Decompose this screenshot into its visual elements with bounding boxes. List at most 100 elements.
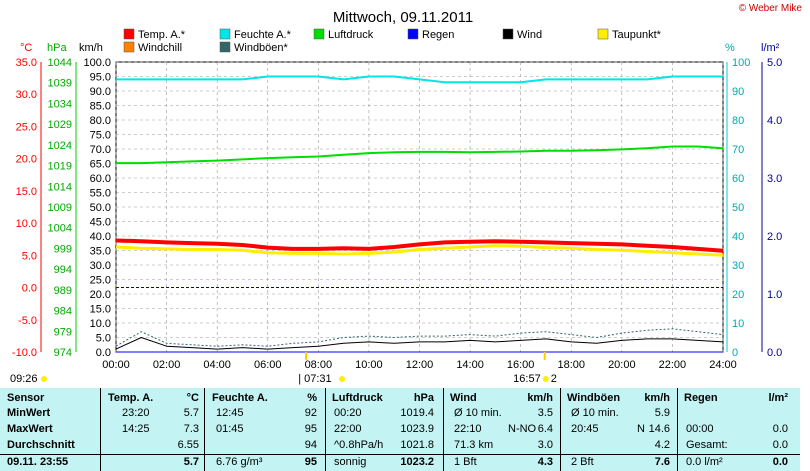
summary-header: Wind bbox=[450, 392, 477, 404]
legend-label: Feuchte A.* bbox=[234, 29, 292, 41]
summary-pressure-value: 1021.8 bbox=[400, 439, 434, 451]
pressure-tick-label: 1004 bbox=[48, 223, 72, 235]
legend-label: Windböen* bbox=[234, 42, 289, 54]
summary-gust-desc: Ø 10 min. bbox=[571, 407, 619, 419]
pressure-tick-label: 989 bbox=[54, 285, 72, 297]
summary-row-label: MaxWert bbox=[7, 423, 53, 435]
summary-wind-value: 3.0 bbox=[537, 439, 553, 451]
axis-units: °C hPa km/h% l/m² bbox=[20, 42, 780, 54]
summary-pressure-time: 00:20 bbox=[334, 407, 362, 419]
humidity-tick-label: 20 bbox=[732, 289, 744, 301]
humidity-tick-label: 40 bbox=[732, 231, 744, 243]
humidity-tick-label: 10 bbox=[732, 318, 744, 330]
summary-header: °C bbox=[186, 392, 199, 404]
summary-temp-value: 5.7 bbox=[183, 407, 199, 419]
copyright-text: © Weber Mike bbox=[738, 3, 802, 14]
summary-rain-value: 0.0 bbox=[772, 423, 788, 435]
wind-tick-label: 20.0 bbox=[90, 289, 111, 301]
temp-tick-label: 30.0 bbox=[16, 89, 37, 101]
summary-header: Regen bbox=[684, 392, 718, 404]
wind-tick-label: 5.0 bbox=[96, 333, 111, 345]
rain-tick-label: 0.0 bbox=[767, 347, 782, 359]
time-tick-label: 24:00 bbox=[709, 359, 737, 371]
temp-tick-label: 0.0 bbox=[22, 283, 37, 295]
legend-swatch bbox=[123, 28, 135, 40]
temp-tick-label: 5.0 bbox=[22, 250, 37, 262]
wind-tick-label: 60.0 bbox=[90, 173, 111, 185]
rain-tick-label: 1.0 bbox=[767, 289, 782, 301]
sun-markers: 09:26 | 07:31 16:57 2 bbox=[10, 352, 557, 385]
pressure-tick-label: 979 bbox=[54, 326, 72, 338]
humidity-tick-label: 30 bbox=[732, 260, 744, 272]
sunrise-time: 07:31 bbox=[304, 373, 332, 385]
summary-row-separator bbox=[0, 454, 800, 455]
summary-pressure-value: 1023.2 bbox=[400, 456, 434, 468]
humidity-tick-label: 70 bbox=[732, 144, 744, 156]
temp-tick-label: -10.0 bbox=[12, 347, 37, 359]
summary-humidity-value: 95 bbox=[304, 423, 317, 435]
summary-header: Feuchte A. bbox=[212, 392, 268, 404]
series-line-feuchte-a- bbox=[116, 75, 723, 84]
summary-wind-value: 4.3 bbox=[537, 456, 553, 468]
legend-swatch bbox=[313, 28, 325, 40]
summary-wind-desc: 71.3 km bbox=[454, 439, 494, 451]
humidity-tick-label: 0 bbox=[732, 347, 738, 359]
time-tick-label: 00:00 bbox=[102, 359, 130, 371]
summary-pressure-time: sonnig bbox=[334, 456, 367, 468]
legend-swatch bbox=[597, 28, 609, 40]
summary-humidity-time: 6.76 g/m³ bbox=[216, 456, 263, 468]
summary-table: Sensor Temp. A. °C Feuchte A.% Luftdruck hPa W… bbox=[0, 388, 800, 471]
wind-tick-label: 30.0 bbox=[90, 260, 111, 272]
summary-wind-direction: N-NO bbox=[508, 423, 537, 435]
summary-pressure-value: 1023.9 bbox=[400, 423, 434, 435]
sunset-suffix: 2 bbox=[551, 373, 557, 385]
summary-header: Luftdruck bbox=[332, 392, 383, 404]
summary-humidity-time: 01:45 bbox=[216, 423, 244, 435]
summary-gust-value: 4.2 bbox=[654, 439, 670, 451]
summary-rain-value: 0.0 bbox=[772, 439, 788, 451]
summary-temp-time: 14:25 bbox=[122, 423, 150, 435]
summary-separator bbox=[325, 388, 326, 471]
summary-rain-desc: 0.0 l/m² bbox=[686, 456, 723, 468]
summary-row-label: MinWert bbox=[7, 407, 51, 419]
summary-header: % bbox=[307, 392, 317, 404]
sunset-time: 16:57 bbox=[513, 373, 541, 385]
temp-tick-label: 20.0 bbox=[16, 154, 37, 166]
sunrise-dot bbox=[339, 376, 346, 382]
pressure-tick-label: 984 bbox=[54, 306, 72, 318]
temp-tick-label: 10.0 bbox=[16, 218, 37, 230]
summary-wind-desc: 22:10 bbox=[454, 423, 482, 435]
series-line-luftdruck bbox=[116, 145, 724, 165]
wind-unit: km/h bbox=[79, 42, 103, 54]
humidity-tick-label: 80 bbox=[732, 115, 744, 127]
wind-tick-label: 15.0 bbox=[90, 304, 111, 316]
time-tick-label: 12:00 bbox=[406, 359, 434, 371]
rain-unit: l/m² bbox=[761, 42, 780, 54]
plot-area bbox=[115, 61, 724, 353]
summary-temp-time: 23:20 bbox=[122, 407, 150, 419]
summary-separator bbox=[443, 388, 444, 471]
pressure-tick-label: 1009 bbox=[48, 202, 72, 214]
legend-swatch bbox=[502, 28, 514, 40]
summary-humidity-value: 92 bbox=[304, 407, 317, 419]
summary-wind-desc: 1 Bft bbox=[454, 456, 477, 468]
summary-header: km/h bbox=[527, 392, 553, 404]
legend-swatch bbox=[219, 28, 231, 40]
pressure-tick-label: 999 bbox=[54, 243, 72, 255]
summary-gust-desc: 20:45 bbox=[571, 423, 599, 435]
summary-humidity-value: 95 bbox=[304, 456, 317, 468]
series-line-wind bbox=[115, 337, 724, 350]
wind-tick-label: 55.0 bbox=[90, 188, 111, 200]
summary-header: Temp. A. bbox=[108, 392, 154, 404]
time-tick-label: 18:00 bbox=[557, 359, 585, 371]
wind-tick-label: 75.0 bbox=[90, 130, 111, 142]
wind-tick-label: 35.0 bbox=[90, 246, 111, 258]
legend-label: Temp. A.* bbox=[138, 29, 186, 41]
temp-tick-label: -5.0 bbox=[18, 315, 37, 327]
time-tick-label: 10:00 bbox=[355, 359, 383, 371]
legend-label: Regen bbox=[422, 29, 454, 41]
legend-label: Wind bbox=[517, 29, 542, 41]
left-time-label: 09:26 bbox=[10, 373, 38, 385]
chart-title: Mittwoch, 09.11.2011 bbox=[333, 9, 473, 26]
time-tick-label: 04:00 bbox=[203, 359, 231, 371]
